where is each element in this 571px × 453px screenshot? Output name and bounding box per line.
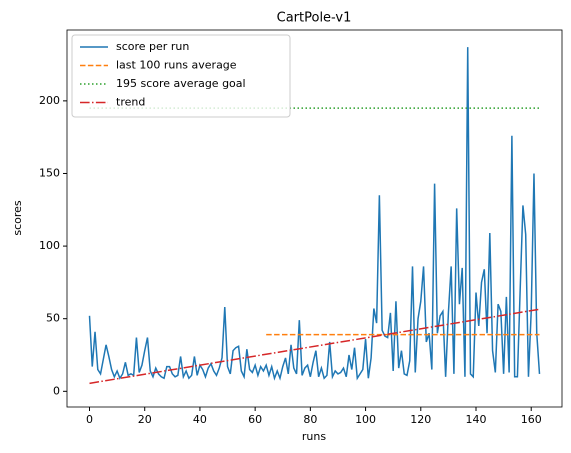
y-tick-label: 100 xyxy=(39,239,60,252)
y-tick-label: 200 xyxy=(39,94,60,107)
plot-frame xyxy=(66,29,563,408)
legend-label: score per run xyxy=(116,40,189,53)
x-tick-label: 160 xyxy=(521,413,542,426)
x-tick-label: 100 xyxy=(355,413,376,426)
legend: score per run last 100 runs average 195 sc… xyxy=(71,34,291,118)
y-tick-label: 0 xyxy=(53,384,60,397)
x-axis-label: runs xyxy=(302,430,326,443)
x-tick-label: 60 xyxy=(248,413,262,426)
x-tick-label: 0 xyxy=(86,413,93,426)
series-line xyxy=(88,47,541,381)
chart-title: CartPole-v1 xyxy=(277,11,352,26)
x-tick-label: 140 xyxy=(466,413,487,426)
x-tick-label: 120 xyxy=(410,413,431,426)
x-tick-label: 40 xyxy=(193,413,207,426)
legend-box xyxy=(71,34,291,118)
y-tick-label: 150 xyxy=(39,166,60,179)
x-tick-label: 20 xyxy=(138,413,152,426)
legend-label: 195 score average goal xyxy=(116,77,246,90)
x-tick-label: 80 xyxy=(303,413,317,426)
series-line xyxy=(89,308,540,385)
legend-label: trend xyxy=(116,96,145,109)
y-axis-label: scores xyxy=(11,200,24,236)
y-tick-label: 50 xyxy=(46,312,60,325)
legend-label: last 100 runs average xyxy=(116,59,237,72)
